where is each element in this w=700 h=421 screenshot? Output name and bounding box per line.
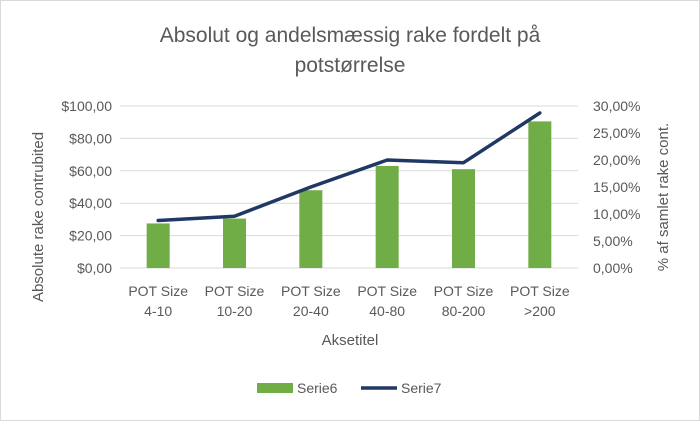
y-tick-label: $60,00 (69, 163, 112, 179)
y-tick-label: $20,00 (69, 228, 112, 244)
bar (146, 223, 170, 268)
legend-swatch-bar (257, 383, 293, 393)
y2-tick-label: 10,00% (593, 206, 640, 222)
legend-label: Serie7 (401, 380, 442, 396)
x-tick-label: POT Size (205, 283, 265, 299)
bar (528, 121, 552, 268)
bar-series (146, 121, 552, 268)
x-axis-title: Aksetitel (322, 332, 379, 349)
y2-axis-title: % af samlet rake cont. (655, 123, 672, 271)
chart-title: Absolut og andelsmæssig rake fordelt på (160, 24, 541, 47)
x-tick-label: 80-200 (442, 303, 486, 319)
gridlines (120, 105, 578, 269)
y-tick-label: $80,00 (69, 130, 112, 146)
chart-title: potstørrelse (295, 54, 406, 77)
x-tick-label: 20-40 (293, 303, 329, 319)
y2-tick-label: 25,00% (593, 125, 640, 141)
y2-tick-label: 5,00% (593, 233, 633, 249)
y-tick-label: $100,00 (61, 98, 112, 114)
legend-label: Serie6 (297, 380, 338, 396)
bar (299, 190, 323, 268)
y-tick-label: $0,00 (77, 260, 112, 276)
labels: $0,00 $20,00 $40,00 $60,00 $80,00 $100,00 0,00… (30, 24, 672, 349)
x-tick-label: POT Size (281, 283, 341, 299)
y2-tick-label: 15,00% (593, 179, 640, 195)
bar (452, 169, 475, 268)
x-tick-label: 4-10 (144, 303, 172, 319)
x-tick-label: 40-80 (369, 303, 405, 319)
x-tick-label: 10-20 (217, 303, 253, 319)
x-tick-label: POT Size (128, 283, 188, 299)
y-axis-title: Absolute rake contrubited (30, 132, 47, 302)
bar (223, 218, 246, 268)
x-tick-label: >200 (524, 303, 556, 319)
line-series (156, 111, 542, 223)
x-tick-label: POT Size (510, 283, 570, 299)
y2-tick-label: 30,00% (593, 98, 640, 114)
y2-tick-label: 0,00% (593, 260, 633, 276)
y-tick-label: $40,00 (69, 195, 112, 211)
x-tick-label: POT Size (357, 283, 417, 299)
y2-tick-label: 20,00% (593, 152, 640, 168)
x-tick-label: POT Size (434, 283, 494, 299)
line-path (156, 111, 542, 223)
legend: Serie6 Serie7 (257, 380, 442, 396)
bar (375, 165, 399, 268)
